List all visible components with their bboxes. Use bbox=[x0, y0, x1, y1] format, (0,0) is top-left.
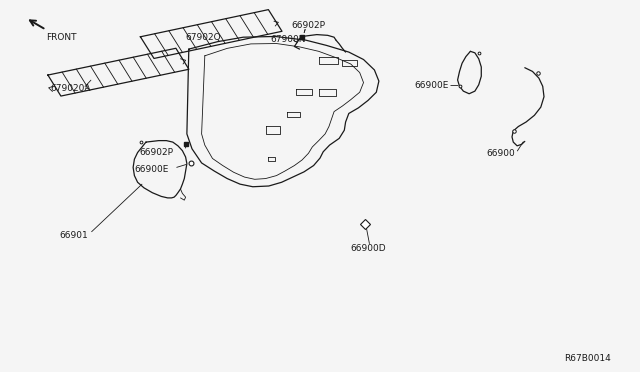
Text: 679020A: 679020A bbox=[50, 84, 90, 93]
Text: 67900N: 67900N bbox=[270, 35, 305, 44]
Text: 66900D: 66900D bbox=[351, 244, 387, 253]
Text: 67902Q: 67902Q bbox=[186, 33, 221, 42]
Text: 66901: 66901 bbox=[60, 231, 88, 240]
Text: 66900E: 66900E bbox=[134, 165, 169, 174]
Text: 66902P: 66902P bbox=[291, 21, 325, 30]
Text: 66902P: 66902P bbox=[140, 148, 173, 157]
Text: 66900E: 66900E bbox=[415, 81, 449, 90]
Text: 66900: 66900 bbox=[486, 149, 515, 158]
Text: R67B0014: R67B0014 bbox=[564, 354, 611, 363]
Text: FRONT: FRONT bbox=[46, 33, 77, 42]
